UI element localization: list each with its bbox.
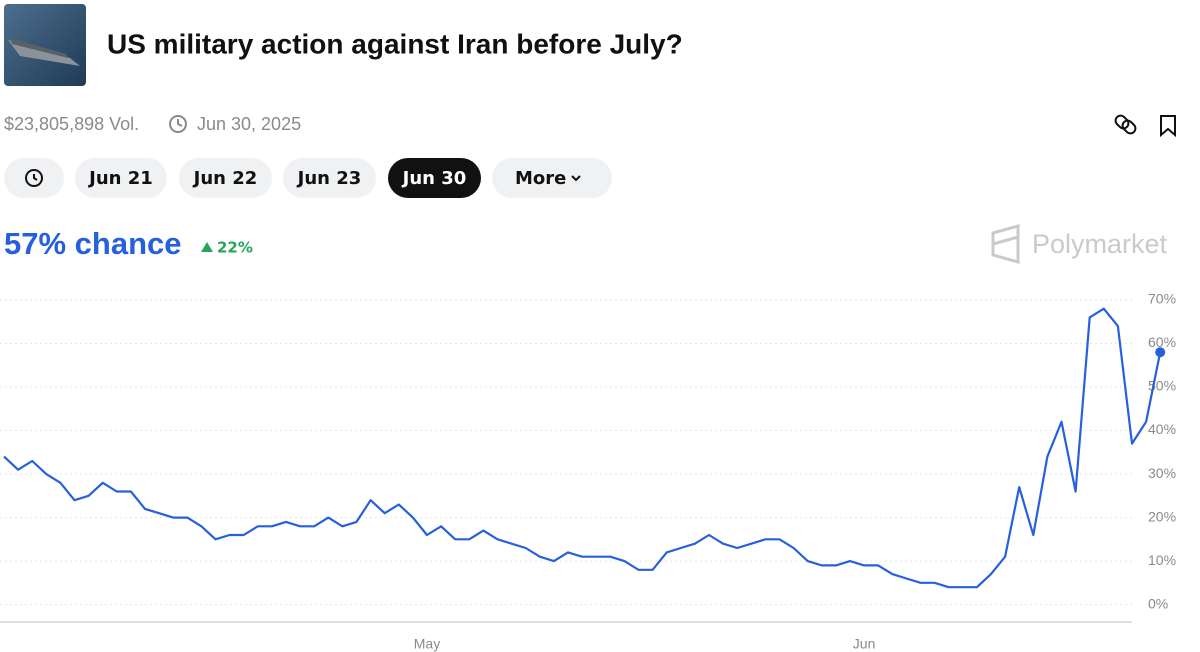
tab-pill bbox=[492, 158, 612, 198]
last-point bbox=[1155, 347, 1166, 358]
tab-label: Jun 30 bbox=[401, 168, 467, 189]
up-arrow bbox=[201, 242, 213, 252]
change: 22% bbox=[217, 239, 253, 257]
tab-label: Jun 21 bbox=[87, 168, 153, 189]
brand: Polymarket bbox=[1032, 229, 1168, 259]
tab-label: More bbox=[515, 168, 566, 189]
y-tick-label: 20% bbox=[1148, 508, 1176, 524]
y-tick-label: 60% bbox=[1148, 334, 1176, 350]
tab-pill bbox=[75, 158, 167, 198]
tab-label: Jun 23 bbox=[296, 168, 362, 189]
end-date: Jun 30, 2025 bbox=[197, 114, 301, 134]
date-tab[interactable]: Jun 22 bbox=[179, 158, 272, 198]
chance: 57% chance bbox=[4, 226, 182, 261]
y-tick-label: 10% bbox=[1148, 552, 1176, 568]
volume: $23,805,898 Vol. bbox=[4, 114, 139, 134]
y-tick-label: 40% bbox=[1148, 421, 1176, 437]
date-tab[interactable]: Jun 21 bbox=[75, 158, 167, 198]
tab-label: Jun 22 bbox=[192, 168, 258, 189]
x-tick-label: May bbox=[414, 636, 440, 652]
date-tab[interactable]: Jun 23 bbox=[283, 158, 376, 198]
tab-pill bbox=[283, 158, 376, 198]
history-tab[interactable] bbox=[4, 158, 64, 198]
y-tick-label: 30% bbox=[1148, 465, 1176, 481]
market-image bbox=[4, 4, 86, 86]
market-title: US military action against Iran before J… bbox=[107, 28, 683, 59]
x-tick-label: Jun bbox=[853, 636, 876, 652]
date-tab[interactable]: Jun 30 bbox=[388, 158, 481, 198]
chart: 0%10%20%30%40%50%60%70%May Jun bbox=[0, 291, 1176, 652]
brand-logo bbox=[991, 224, 1020, 264]
date-tab[interactable]: More bbox=[492, 158, 612, 198]
bookmark-icon[interactable] bbox=[1160, 115, 1176, 138]
link-icon[interactable] bbox=[1114, 114, 1138, 136]
tab-pill bbox=[179, 158, 272, 198]
y-tick-label: 0% bbox=[1148, 595, 1168, 611]
y-tick-label: 70% bbox=[1148, 291, 1176, 307]
chevron bbox=[571, 175, 581, 182]
tab-pill bbox=[388, 158, 481, 198]
price-line bbox=[3, 307, 1162, 589]
clock-icon bbox=[169, 115, 187, 133]
